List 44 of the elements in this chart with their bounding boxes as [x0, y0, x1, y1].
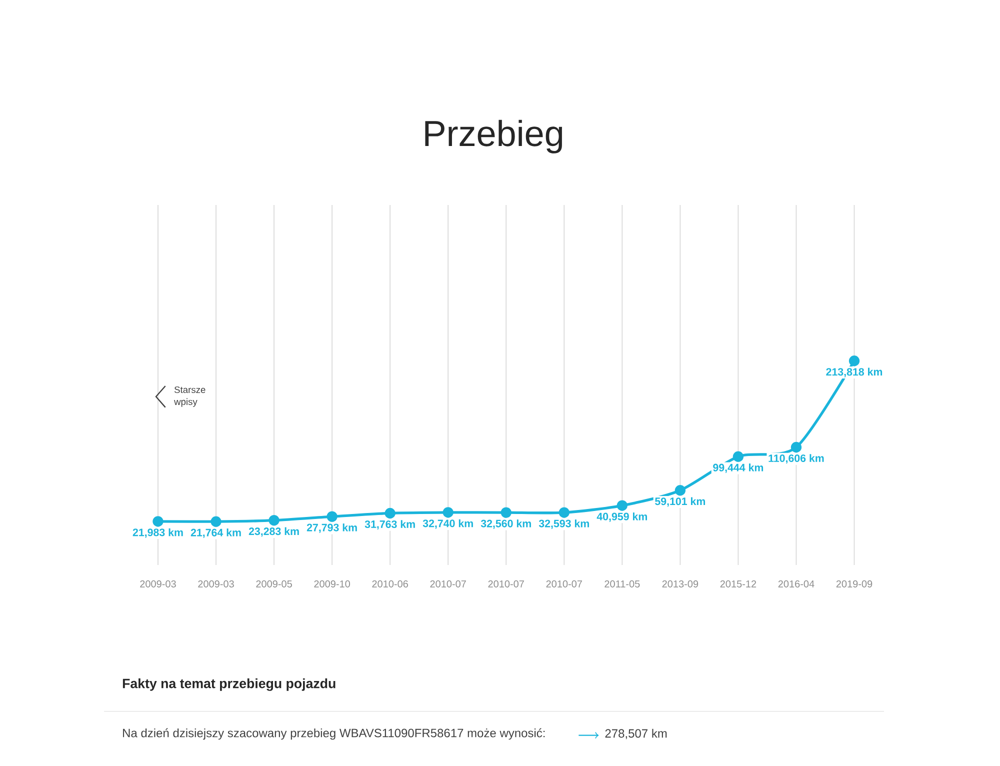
x-tick-label: 2016-04	[778, 580, 814, 588]
data-label: 21,983 km	[132, 528, 183, 538]
x-tick-label: 2009-03	[198, 580, 234, 588]
x-tick-label: 2013-09	[662, 580, 698, 588]
point	[790, 442, 802, 453]
x-tick-label: 2015-12	[720, 580, 756, 588]
x-tick-label: 2011-05	[604, 580, 640, 588]
point	[616, 500, 628, 511]
annotation: Starsze wpisy	[174, 386, 206, 407]
x-tick-label: 2009-05	[256, 580, 292, 588]
data-label: 99,444 km	[713, 464, 764, 473]
point	[500, 507, 512, 518]
point	[674, 485, 686, 496]
data-label: 213,818 km	[826, 368, 882, 378]
point	[152, 516, 164, 527]
x-tick-label: 2010-07	[430, 580, 466, 588]
point	[442, 507, 454, 518]
data-label: 23,283 km	[248, 527, 299, 537]
point	[848, 356, 860, 366]
data-label: 40,959 km	[596, 512, 647, 522]
x-tick-label: 2010-06	[372, 580, 408, 588]
text: 278,507 km	[605, 728, 667, 740]
data-label: 32,740 km	[422, 519, 473, 529]
text: Na dzień dzisiejszy szacowany przebieg WBAVS11090FR58617 może wynosić:	[123, 728, 545, 740]
data-label: 59,101 km	[655, 497, 706, 507]
x-tick-label: 2009-03	[140, 580, 176, 588]
x-tick-label: 2009-10	[314, 580, 350, 588]
data-label: 21,764 km	[190, 528, 241, 538]
point	[268, 514, 280, 526]
chart-title: Przebieg	[425, 120, 562, 154]
point	[326, 511, 338, 522]
point	[210, 516, 222, 527]
point	[732, 451, 744, 462]
text: Fakty na temat przebiegu pojazdu	[122, 678, 336, 691]
x-tick-label: 2010-07	[546, 580, 582, 588]
data-label: 27,793 km	[306, 523, 357, 533]
data-label: 32,593 km	[538, 519, 589, 529]
x-tick-label: 2019-09	[836, 580, 872, 588]
point	[384, 508, 396, 519]
x-tick-label: 2010-07	[488, 580, 524, 588]
point	[558, 507, 570, 518]
data-label: 31,763 km	[364, 520, 415, 530]
data-label: 32,560 km	[480, 519, 531, 529]
data-label: 110,606 km	[768, 454, 824, 464]
